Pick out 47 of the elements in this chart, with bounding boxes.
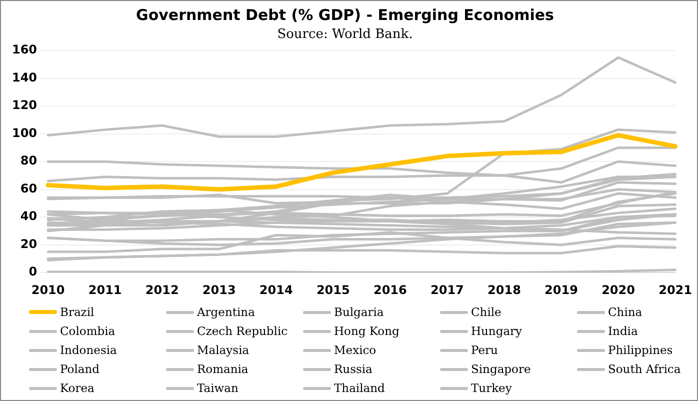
legend-label: Czech Republic bbox=[197, 324, 288, 338]
y-tick-label: 20 bbox=[20, 236, 38, 251]
legend-label: Peru bbox=[471, 343, 498, 357]
legend-label: Philippines bbox=[608, 343, 673, 357]
y-tick-label: 100 bbox=[12, 126, 38, 140]
y-tick-label: 60 bbox=[20, 181, 38, 196]
y-tick-label: 80 bbox=[20, 154, 38, 168]
legend-label: Mexico bbox=[334, 343, 376, 357]
x-tick-label: 2019 bbox=[544, 282, 578, 297]
legend-label: Singapore bbox=[471, 362, 531, 376]
legend-label: Hungary bbox=[471, 324, 522, 338]
legend-label: Hong Kong bbox=[334, 324, 400, 338]
x-tick-label: 2014 bbox=[259, 282, 293, 297]
legend-label: India bbox=[608, 324, 638, 338]
legend-label: China bbox=[608, 305, 642, 319]
y-tick-label: 120 bbox=[12, 98, 38, 112]
legend-label: Poland bbox=[60, 362, 100, 376]
legend-label: Indonesia bbox=[60, 343, 117, 357]
x-tick-label: 2011 bbox=[88, 282, 122, 297]
x-tick-label: 2020 bbox=[602, 282, 635, 297]
legend-label: Turkey bbox=[471, 381, 512, 395]
legend-label: Brazil bbox=[60, 305, 94, 319]
legend-label: Taiwan bbox=[197, 381, 238, 395]
legend-label: Argentina bbox=[197, 305, 255, 319]
legend-label: Chile bbox=[471, 305, 502, 319]
y-tick-label: 140 bbox=[12, 70, 38, 84]
legend-label: Thailand bbox=[334, 381, 385, 395]
legend-label: Malaysia bbox=[197, 343, 250, 357]
legend-label: South Africa bbox=[608, 362, 681, 376]
x-tick-label: 2016 bbox=[373, 282, 407, 297]
chart-subtitle: Source: World Bank. bbox=[277, 27, 413, 42]
x-tick-label: 2010 bbox=[31, 282, 65, 297]
x-tick-label: 2013 bbox=[202, 282, 236, 297]
x-tick-label: 2015 bbox=[316, 282, 350, 297]
legend-label: Colombia bbox=[60, 324, 116, 338]
y-tick-label: 40 bbox=[20, 209, 38, 224]
x-tick-label: 2012 bbox=[145, 282, 179, 297]
legend-label: Korea bbox=[60, 381, 94, 395]
legend-label: Romania bbox=[197, 362, 248, 376]
x-tick-label: 2018 bbox=[488, 282, 521, 297]
x-tick-label: 2017 bbox=[430, 282, 464, 297]
y-tick-label: 0 bbox=[28, 264, 38, 279]
legend-label: Bulgaria bbox=[334, 305, 384, 319]
y-tick-label: 160 bbox=[12, 42, 38, 57]
legend-label: Russia bbox=[334, 362, 372, 376]
chart-title: Government Debt (% GDP) - Emerging Economies bbox=[136, 6, 554, 24]
x-tick-label: 2021 bbox=[658, 282, 692, 297]
